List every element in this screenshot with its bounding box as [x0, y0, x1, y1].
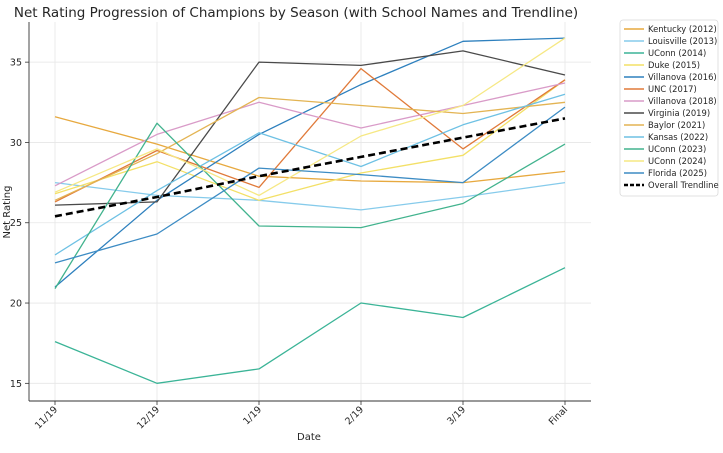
- series-lines: [54, 37, 566, 384]
- series-line-kentucky-2012: [54, 116, 566, 184]
- y-axis-ticks: 15 20 25 30 35: [10, 58, 29, 390]
- legend-label: Overall Trendline: [648, 180, 719, 190]
- chart-title: Net Rating Progression of Champions by S…: [14, 5, 578, 21]
- series-line-uconn-2014: [54, 267, 566, 384]
- legend-label: UConn (2023): [648, 144, 706, 154]
- legend-label: Louisville (2013): [648, 36, 717, 46]
- series-line-kansas-2022: [54, 93, 566, 256]
- legend-item: Duke (2015): [624, 60, 700, 70]
- y-tick-label: 20: [10, 299, 22, 310]
- legend-item: Kentucky (2012): [624, 24, 717, 34]
- legend-item: Florida (2025): [624, 168, 707, 178]
- series-line-louisville-2013: [54, 181, 566, 211]
- legend-item: Virginia (2019): [624, 108, 710, 118]
- axes: [28, 22, 591, 402]
- series-line-baylor-2021: [54, 96, 566, 201]
- series-line-uconn-2023: [54, 122, 566, 289]
- legend-item: UConn (2023): [624, 144, 706, 154]
- x-tick-label: 2/19: [343, 404, 366, 427]
- legend-item: UConn (2014): [624, 48, 706, 58]
- legend-label: UNC (2017): [648, 84, 697, 94]
- legend-item: Baylor (2021): [624, 120, 705, 130]
- series-line-duke-2015: [54, 79, 566, 201]
- legend-item: Louisville (2013): [624, 36, 717, 46]
- x-tick-label: 11/19: [33, 404, 60, 431]
- legend-label: Villanova (2016): [648, 72, 717, 82]
- legend-item: Villanova (2016): [624, 72, 717, 82]
- trendline: [54, 117, 566, 218]
- y-tick-label: 15: [10, 379, 22, 390]
- y-axis-label: Net Rating: [2, 186, 13, 239]
- legend-label: Florida (2025): [648, 168, 707, 178]
- x-axis-label: Date: [297, 432, 321, 443]
- legend-label: Kansas (2022): [648, 132, 708, 142]
- legend-label: UConn (2024): [648, 156, 706, 166]
- legend-item: UConn (2024): [624, 156, 706, 166]
- x-tick-label: 3/19: [445, 404, 468, 427]
- legend-item: Villanova (2018): [624, 96, 717, 106]
- legend: Kentucky (2012) Louisville (2013) UConn (2…: [619, 19, 719, 197]
- y-tick-label: 25: [10, 218, 22, 229]
- legend-item: Kansas (2022): [624, 132, 708, 142]
- legend-label: UConn (2014): [648, 48, 706, 58]
- legend-item: Overall Trendline: [624, 180, 719, 190]
- legend-label: Villanova (2018): [648, 96, 717, 106]
- series-line-villanova-2016: [54, 37, 566, 288]
- legend-label: Kentucky (2012): [648, 24, 717, 34]
- y-tick-label: 35: [10, 58, 22, 69]
- y-tick-label: 30: [10, 138, 22, 149]
- x-tick-label: 12/19: [135, 404, 162, 431]
- series-line-florida-2025: [54, 106, 566, 264]
- x-axis-ticks: 11/19 12/19 1/19 2/19 3/19 Final: [33, 401, 570, 431]
- gridlines: [29, 22, 591, 401]
- x-tick-label: 1/19: [241, 404, 264, 427]
- legend-item: UNC (2017): [624, 84, 697, 94]
- x-tick-label: Final: [547, 404, 570, 427]
- legend-label: Baylor (2021): [648, 120, 705, 130]
- series-line-villanova-2018: [54, 82, 566, 187]
- legend-box: [619, 19, 719, 197]
- legend-label: Virginia (2019): [648, 108, 710, 118]
- legend-label: Duke (2015): [648, 60, 700, 70]
- series-line-virginia-2019: [54, 50, 566, 206]
- series-line-unc-2017: [54, 67, 566, 203]
